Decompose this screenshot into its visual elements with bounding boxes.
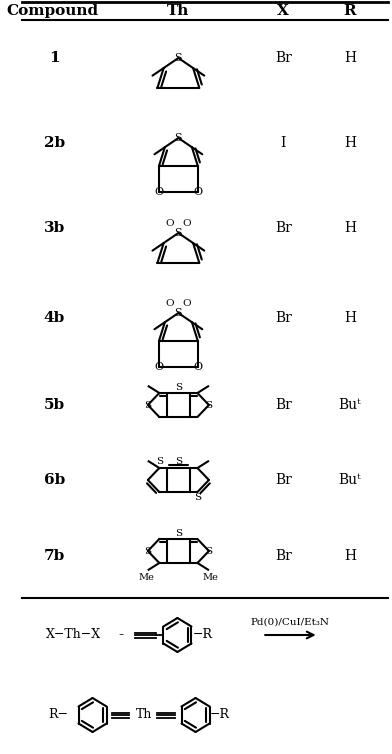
Text: Br: Br [275,398,292,412]
Text: 3b: 3b [44,221,65,235]
Text: X: X [278,4,289,18]
Text: O: O [154,362,163,372]
Text: Th: Th [136,709,152,722]
Text: Br: Br [275,473,292,487]
Text: 2b: 2b [44,136,65,150]
Text: 7b: 7b [44,549,65,563]
Text: S: S [144,547,151,556]
Text: H: H [344,311,356,325]
Text: O: O [193,362,202,372]
Text: Br: Br [275,311,292,325]
Text: O: O [183,219,191,228]
Text: R: R [344,4,356,18]
Text: 1: 1 [49,51,60,65]
Text: O: O [193,186,202,197]
Text: O: O [154,186,163,197]
Text: O: O [165,299,174,308]
Text: Me: Me [139,573,155,582]
Text: S: S [174,53,182,63]
Text: H: H [344,136,356,150]
Text: I: I [281,136,286,150]
Text: O: O [183,299,191,308]
Text: S: S [194,494,201,502]
Text: S: S [205,400,212,409]
Text: R−: R− [48,709,68,722]
Text: S: S [144,400,151,409]
Text: S: S [175,529,182,538]
Text: S: S [156,458,163,467]
Text: Me: Me [202,573,218,582]
Text: S: S [205,547,212,556]
Text: Br: Br [275,549,292,563]
Text: S: S [174,133,182,143]
Text: Buᵗ: Buᵗ [339,398,361,412]
Text: Buᵗ: Buᵗ [339,473,361,487]
Text: S: S [174,308,182,318]
Text: X−Th−X: X−Th−X [46,629,101,642]
Text: S: S [175,382,182,391]
Text: H: H [344,221,356,235]
Text: Br: Br [275,221,292,235]
Text: S: S [175,458,182,467]
Text: Compound: Compound [6,4,98,18]
Text: 5b: 5b [44,398,65,412]
Text: -: - [119,628,124,642]
Text: −R: −R [193,629,213,642]
Text: S: S [174,228,182,238]
Text: O: O [165,219,174,228]
Text: H: H [344,549,356,563]
Text: −R: −R [209,709,229,722]
Text: Pd(0)/CuI/Et₃N: Pd(0)/CuI/Et₃N [251,618,330,627]
Text: Br: Br [275,51,292,65]
Text: 6b: 6b [44,473,65,487]
Text: 4b: 4b [44,311,65,325]
Text: H: H [344,51,356,65]
Text: Th: Th [167,4,190,18]
